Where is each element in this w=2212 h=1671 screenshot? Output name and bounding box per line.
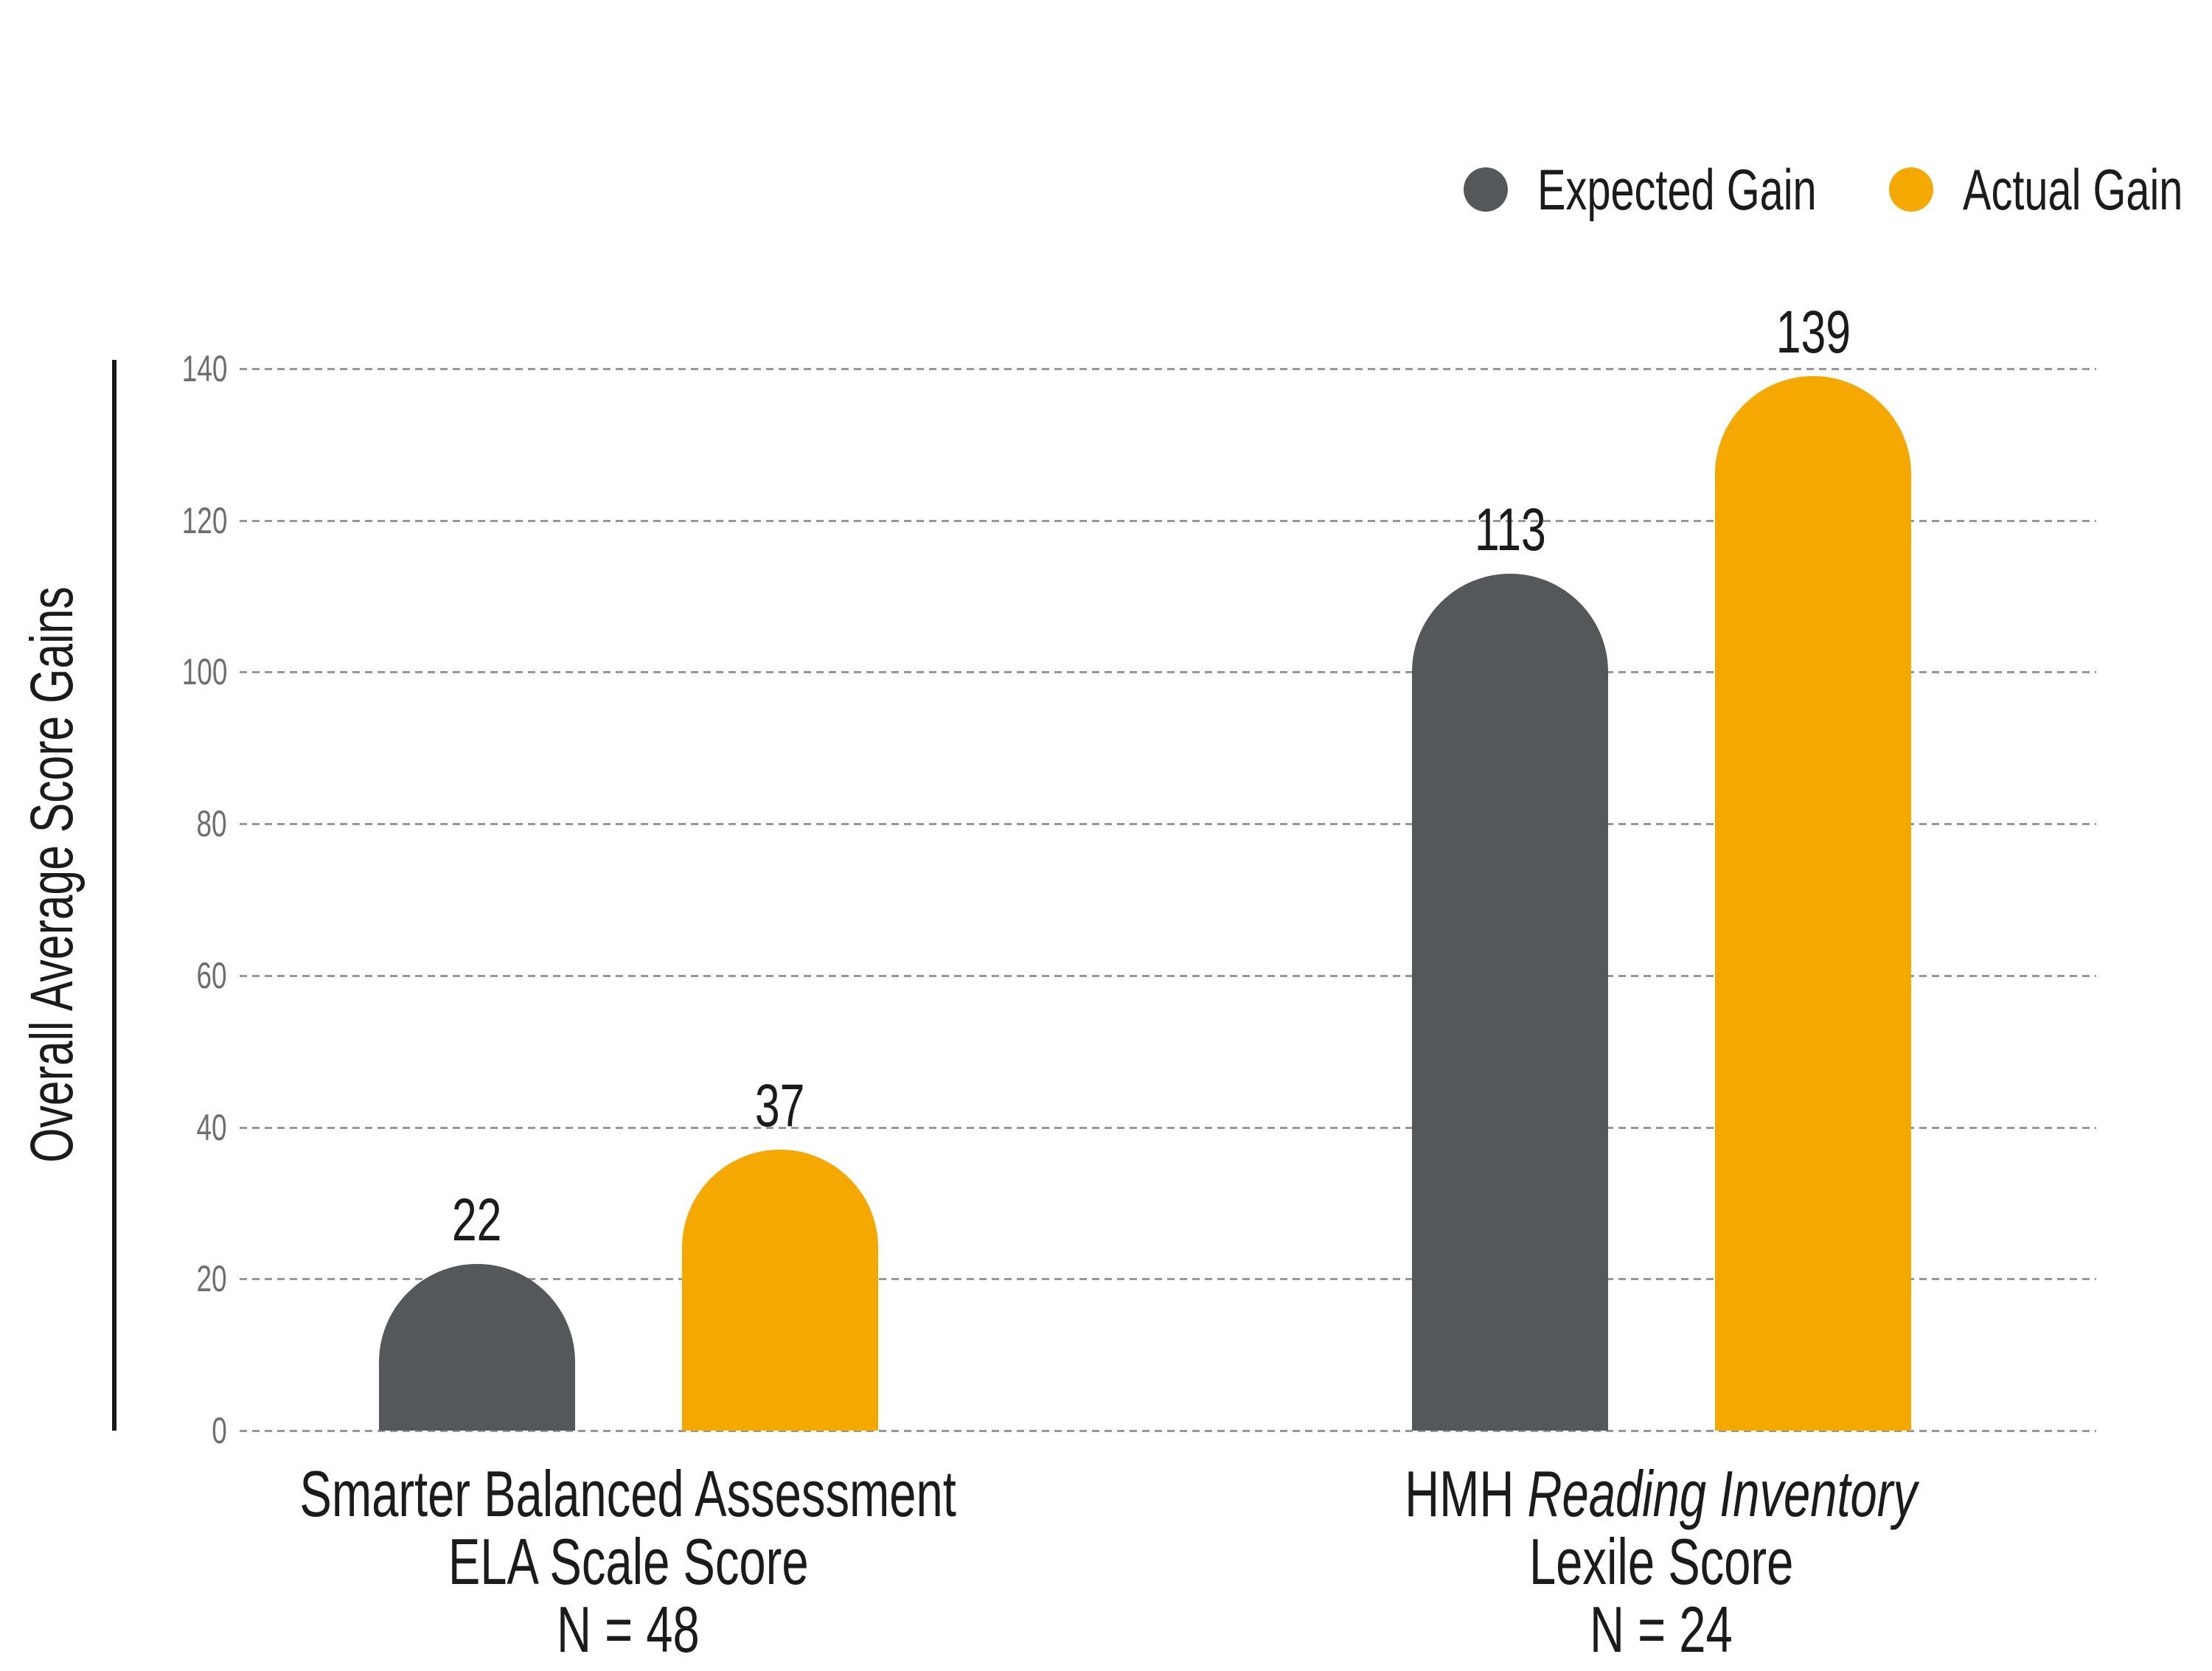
y-tick-140: 140 (0, 345, 227, 392)
value-label-text: 113 (1474, 496, 1546, 563)
value-label-group-2-expected-gain: 113 (1363, 496, 1658, 564)
legend-item-expected-gain: Expected Gain (1464, 157, 1915, 222)
group-label-part: N = 48 (557, 1593, 700, 1666)
group-label-line: Lexile Score (1071, 1528, 2212, 1596)
gridline-0 (240, 1430, 2096, 1432)
value-label-text: 37 (755, 1072, 805, 1139)
y-tick-label: 20 (196, 1258, 227, 1299)
legend-label-expected-gain: Expected Gain (1537, 157, 1915, 222)
gridline-60 (240, 975, 2096, 977)
y-tick-label: 40 (196, 1107, 227, 1148)
group-label-part: Reading Inventory (1527, 1457, 1918, 1530)
y-tick-label: 80 (196, 803, 227, 844)
group-label-part: Lexile Score (1528, 1525, 1794, 1598)
group-label-line-text: HMH Reading Inventory (1405, 1460, 1918, 1528)
group-label-2: HMH Reading Inventory Lexile Score N = 24 (1071, 1460, 2212, 1664)
legend-marker-actual-gain-icon (1889, 167, 1933, 212)
gridline-100 (240, 671, 2096, 673)
group-label-part: Smarter Balanced Assessment (299, 1457, 957, 1530)
y-tick-80: 80 (0, 800, 227, 847)
legend-label-text: Expected Gain (1537, 157, 1817, 222)
group-label-line: Smarter Balanced Assessment (38, 1460, 1218, 1528)
group-label-line-text: ELA Scale Score (448, 1528, 809, 1596)
group-label-line-text: Smarter Balanced Assessment (300, 1460, 956, 1528)
gridline-80 (240, 823, 2096, 825)
bar-actual-gain-group-2 (1715, 376, 1911, 1431)
y-tick-label: 120 (181, 500, 227, 541)
value-label-text: 22 (452, 1187, 502, 1254)
y-tick-label: 140 (181, 348, 227, 389)
y-tick-100: 100 (0, 648, 227, 695)
legend-marker-expected-gain-icon (1464, 167, 1508, 212)
y-axis-title: Overall Average Score Gains (18, 432, 86, 1317)
legend-label-actual-gain: Actual Gain (1963, 157, 2212, 222)
y-tick-20: 20 (0, 1255, 227, 1302)
y-tick-label: 100 (181, 651, 227, 692)
value-label-group-1-expected-gain: 22 (330, 1187, 625, 1254)
y-tick-label: 60 (196, 955, 227, 996)
group-label-1: Smarter Balanced Assessment ELA Scale Sco… (38, 1460, 1218, 1664)
legend-item-actual-gain: Actual Gain (1889, 157, 2212, 222)
group-label-part: N = 24 (1590, 1593, 1733, 1666)
group-label-line: N = 48 (38, 1596, 1218, 1664)
gridline-40 (240, 1127, 2096, 1129)
y-tick-label: 0 (212, 1410, 227, 1451)
group-label-part: HMH (1405, 1457, 1528, 1530)
value-label-group-1-actual-gain: 37 (633, 1072, 928, 1140)
gridline-120 (240, 520, 2096, 522)
group-label-line: N = 24 (1071, 1596, 2212, 1664)
group-label-line: HMH Reading Inventory (1071, 1460, 2212, 1528)
legend-label-text: Actual Gain (1963, 157, 2183, 222)
bar-expected-gain-group-2 (1412, 574, 1608, 1431)
value-label-text: 139 (1775, 299, 1851, 366)
value-label-group-2-actual-gain: 139 (1666, 299, 1961, 366)
group-label-line-text: N = 24 (1590, 1596, 1733, 1664)
y-tick-0: 0 (0, 1407, 227, 1454)
bar-actual-gain-group-1 (682, 1150, 878, 1431)
gridline-140 (240, 368, 2096, 370)
y-tick-60: 60 (0, 952, 227, 999)
gridline-20 (240, 1278, 2096, 1280)
group-label-line: ELA Scale Score (38, 1528, 1218, 1596)
bar-expected-gain-group-1 (379, 1264, 575, 1431)
y-tick-40: 40 (0, 1104, 227, 1151)
group-label-line-text: Lexile Score (1529, 1528, 1793, 1596)
group-label-line-text: N = 48 (557, 1596, 700, 1664)
y-tick-120: 120 (0, 497, 227, 544)
group-label-part: ELA Scale Score (448, 1525, 809, 1598)
y-axis-line (112, 360, 116, 1431)
